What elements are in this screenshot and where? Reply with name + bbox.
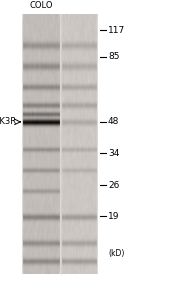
Text: COLO: COLO — [30, 1, 53, 10]
Text: 26: 26 — [108, 181, 119, 190]
Text: (kD): (kD) — [108, 249, 124, 258]
Text: NK3R: NK3R — [0, 117, 16, 126]
Text: 19: 19 — [108, 212, 120, 221]
Text: 117: 117 — [108, 26, 125, 35]
Text: 34: 34 — [108, 148, 119, 158]
Text: 85: 85 — [108, 52, 120, 62]
Text: 48: 48 — [108, 117, 119, 126]
